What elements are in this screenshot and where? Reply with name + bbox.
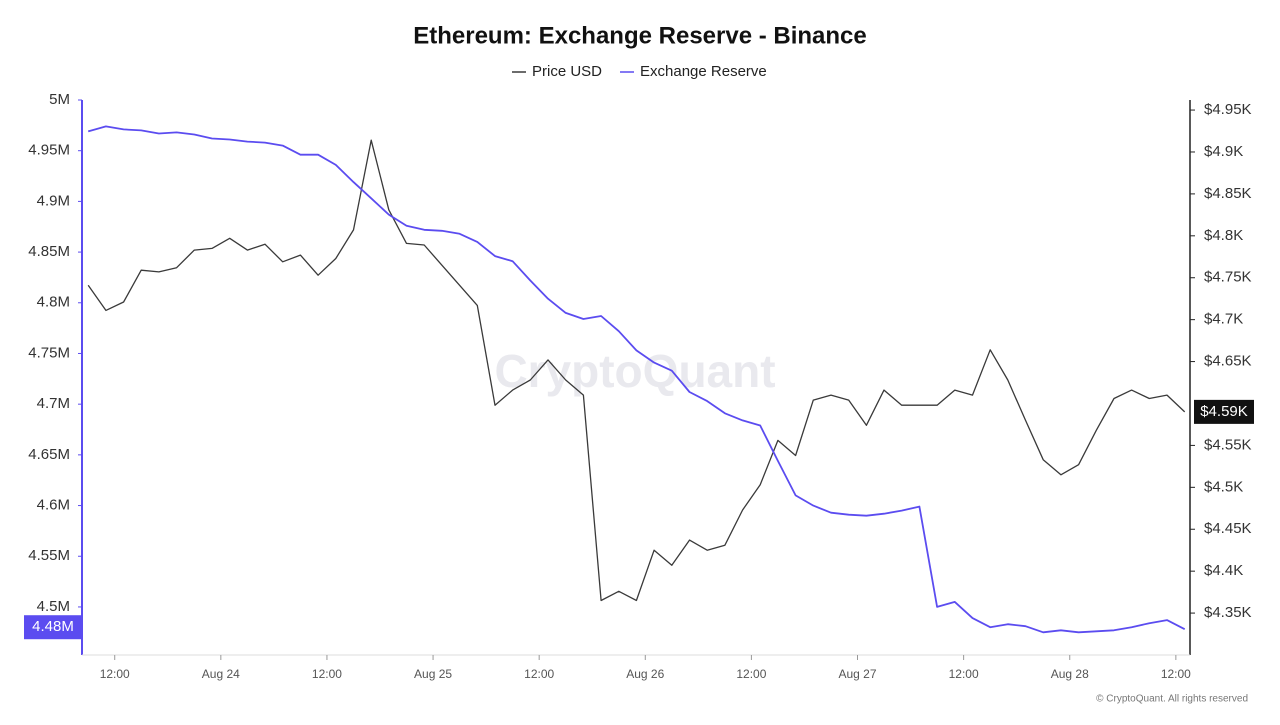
footer: © CryptoQuant. All rights reserved (1096, 694, 1248, 705)
y-tick-label: 4.75M (28, 344, 70, 361)
y2-tick-label: $4.4K (1204, 562, 1243, 579)
y-tick-label: 4.85M (28, 243, 70, 260)
y2-tick-label: $4.35K (1204, 604, 1252, 621)
value-badge-label: 4.48M (32, 618, 74, 635)
value-badge (1194, 399, 1254, 424)
y2-tick-label: $4.8K (1204, 227, 1243, 244)
x-tick-label: Aug 27 (838, 667, 876, 681)
y2-tick-label: $4.85K (1204, 185, 1252, 202)
x-tick-label: 12:00 (736, 667, 766, 681)
chart-title: Ethereum: Exchange Reserve - Binance (413, 22, 867, 49)
y-tick-label: 5M (49, 91, 70, 108)
y-tick-label: 4.5M (37, 598, 70, 615)
y-tick-label: 4.7M (37, 395, 70, 412)
y2-tick-label: $4.95K (1204, 101, 1252, 118)
y2-tick-label: $4.55K (1204, 436, 1252, 453)
x-tick-label: 12:00 (312, 667, 342, 681)
x-tick-label: 12:00 (1161, 667, 1191, 681)
value-badge (24, 615, 82, 640)
y-tick-label: 4.8M (37, 294, 70, 311)
series-line (87, 139, 1186, 602)
x-tick-label: Aug 28 (1051, 667, 1089, 681)
series-line (87, 125, 1186, 634)
y-tick-label: 4.9M (37, 192, 70, 209)
y-tick-label: 4.6M (37, 497, 70, 514)
y2-tick-label: $4.45K (1204, 520, 1252, 537)
value-badge-label: $4.59K (1200, 403, 1248, 420)
x-tick-label: 12:00 (949, 667, 979, 681)
watermark: CryptoQuant (494, 345, 775, 397)
y2-tick-label: $4.75K (1204, 269, 1252, 286)
x-tick-label: Aug 25 (414, 667, 452, 681)
legend-label: Price USD (532, 63, 602, 80)
y2-tick-label: $4.7K (1204, 311, 1243, 328)
y2-tick-label: $4.5K (1204, 478, 1243, 495)
x-tick-label: Aug 24 (202, 667, 240, 681)
y2-tick-label: $4.65K (1204, 353, 1252, 370)
y-tick-label: 4.95M (28, 142, 70, 159)
y-tick-label: 4.65M (28, 446, 70, 463)
y-tick-label: 4.55M (28, 547, 70, 564)
y2-tick-label: $4.9K (1204, 143, 1243, 160)
x-tick-label: 12:00 (100, 667, 130, 681)
x-tick-label: Aug 26 (626, 667, 664, 681)
legend-label: Exchange Reserve (640, 63, 767, 80)
x-tick-label: 12:00 (524, 667, 554, 681)
